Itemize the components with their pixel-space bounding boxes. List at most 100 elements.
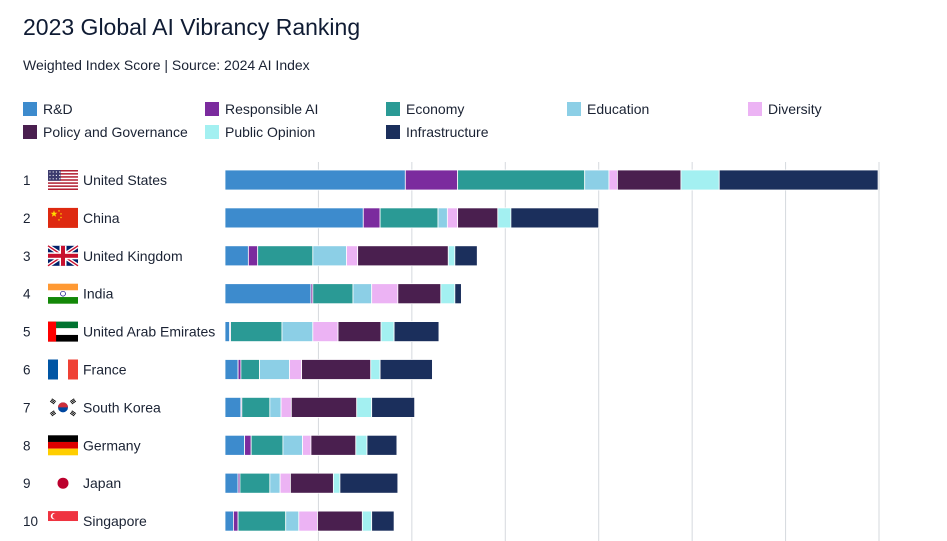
rank-label: 3 — [23, 249, 31, 264]
bar-segment-diversity-united-states — [608, 169, 618, 191]
india-flag-icon — [48, 283, 78, 304]
bar-segment-public-opinion-united-kingdom — [447, 245, 456, 267]
row-labels: 1 United States 2 China 3 United Kingdom 4 Indi… — [23, 172, 215, 529]
bar-segment-policy-and-governance-singapore — [317, 510, 363, 532]
country-label-germany: Germany — [83, 437, 141, 453]
bar-segment-economy-germany — [250, 434, 284, 456]
rank-label: 9 — [23, 476, 31, 491]
bar-segment-public-opinion-united-arab-emirates — [380, 321, 395, 343]
country-label-france: France — [83, 362, 127, 378]
bar-segment-diversity-india — [371, 283, 399, 305]
legend-label-responsible-ai: Responsible AI — [225, 101, 319, 117]
legend-item-diversity: Diversity — [748, 101, 822, 117]
bar-segment-education-india — [352, 283, 373, 305]
bar-segment-public-opinion-japan — [332, 472, 341, 494]
bar-segment-education-japan — [269, 472, 281, 494]
bar-segment-policy-and-governance-china — [457, 207, 499, 229]
bar-stacks — [224, 169, 879, 532]
bar-segment-economy-united-states — [457, 169, 586, 191]
country-label-singapore: Singapore — [83, 513, 147, 529]
bar-row-japan — [224, 472, 399, 494]
bar-segment-policy-and-governance-japan — [289, 472, 334, 494]
bar-segment-diversity-france — [289, 359, 303, 380]
bar-segment-rd-france — [224, 359, 239, 380]
bar-segment-policy-and-governance-united-arab-emirates — [337, 321, 382, 343]
legend-item-public-opinion: Public Opinion — [205, 124, 315, 140]
legend-item-economy: Economy — [386, 101, 464, 117]
legend-item-infrastructure: Infrastructure — [386, 124, 488, 140]
japan-flag-icon — [48, 473, 78, 494]
bar-segment-rd-germany — [224, 434, 246, 456]
bar-segment-education-china — [437, 207, 448, 229]
bar-segment-public-opinion-singapore — [361, 510, 373, 532]
bar-segment-education-singapore — [285, 510, 300, 532]
bar-segment-rd-india — [224, 283, 312, 305]
legend-item-policy-and-governance: Policy and Governance — [23, 124, 188, 140]
flag-icons — [46, 170, 80, 532]
bar-segment-infrastructure-china — [510, 207, 600, 229]
legend-label-rd: R&D — [43, 101, 73, 117]
bar-segment-economy-china — [379, 207, 439, 229]
bar-segment-rd-china — [224, 207, 364, 229]
bar-row-germany — [224, 434, 398, 456]
bar-segment-education-france — [259, 359, 290, 380]
bar-segment-policy-and-governance-united-kingdom — [357, 245, 449, 267]
bar-segment-economy-south-korea — [241, 396, 271, 418]
rank-label: 2 — [23, 211, 31, 226]
country-label-japan: Japan — [83, 475, 121, 491]
bar-segment-public-opinion-china — [497, 207, 512, 229]
country-label-united-states: United States — [83, 172, 167, 188]
singapore-flag-icon — [48, 511, 78, 532]
bar-segment-public-opinion-united-states — [680, 169, 720, 191]
legend-swatch-infrastructure — [386, 125, 400, 139]
country-label-united-arab-emirates: United Arab Emirates — [83, 324, 215, 340]
country-label-india: India — [83, 286, 114, 302]
bar-segment-infrastructure-united-states — [718, 169, 879, 191]
bar-segment-infrastructure-united-kingdom — [454, 245, 478, 267]
bar-segment-responsible-ai-united-states — [404, 169, 459, 191]
legend-label-economy: Economy — [406, 101, 465, 117]
bar-segment-diversity-china — [446, 207, 459, 229]
bar-segment-rd-south-korea — [224, 396, 242, 418]
bar-segment-infrastructure-japan — [339, 472, 399, 494]
bar-segment-education-south-korea — [269, 396, 282, 418]
legend-swatch-policy-and-governance — [23, 125, 37, 139]
bar-segment-public-opinion-south-korea — [356, 396, 373, 418]
bar-segment-policy-and-governance-india — [397, 283, 442, 305]
uae-flag-icon — [48, 321, 78, 342]
bar-segment-diversity-japan — [279, 472, 291, 494]
legend-swatch-economy — [386, 102, 400, 116]
legend-swatch-public-opinion — [205, 125, 219, 139]
bar-row-south-korea — [224, 396, 416, 418]
chart-title: 2023 Global AI Vibrancy Ranking — [23, 14, 361, 40]
bar-row-india — [224, 283, 462, 305]
legend-swatch-diversity — [748, 102, 762, 116]
rank-label: 1 — [23, 173, 31, 188]
bar-segment-responsible-ai-singapore — [233, 510, 239, 532]
chart-subtitle: Weighted Index Score | Source: 2024 AI I… — [23, 57, 310, 73]
us-flag-icon — [48, 170, 78, 190]
bar-segment-diversity-united-kingdom — [346, 245, 359, 267]
bar-segment-economy-united-kingdom — [257, 245, 314, 267]
legend-item-education: Education — [567, 101, 649, 117]
legend-label-education: Education — [587, 101, 650, 117]
bar-segment-rd-japan — [224, 472, 239, 494]
bar-row-united-kingdom — [224, 245, 478, 267]
bar-segment-rd-singapore — [224, 510, 234, 532]
legend-label-diversity: Diversity — [768, 101, 822, 117]
bar-row-china — [224, 207, 600, 229]
rank-label: 8 — [23, 438, 31, 453]
bar-segment-education-united-arab-emirates — [281, 321, 314, 343]
legend-swatch-education — [567, 102, 581, 116]
rank-label: 6 — [23, 363, 31, 378]
legend-label-public-opinion: Public Opinion — [225, 124, 316, 140]
bar-segment-rd-united-states — [224, 169, 406, 191]
country-label-china: China — [83, 210, 120, 226]
bar-segment-policy-and-governance-united-states — [617, 169, 682, 191]
bar-segment-responsible-ai-united-kingdom — [247, 245, 259, 267]
bar-segment-responsible-ai-germany — [244, 434, 252, 456]
rank-label: 4 — [23, 287, 31, 302]
country-label-united-kingdom: United Kingdom — [83, 248, 183, 264]
bar-segment-rd-united-arab-emirates — [224, 321, 231, 343]
